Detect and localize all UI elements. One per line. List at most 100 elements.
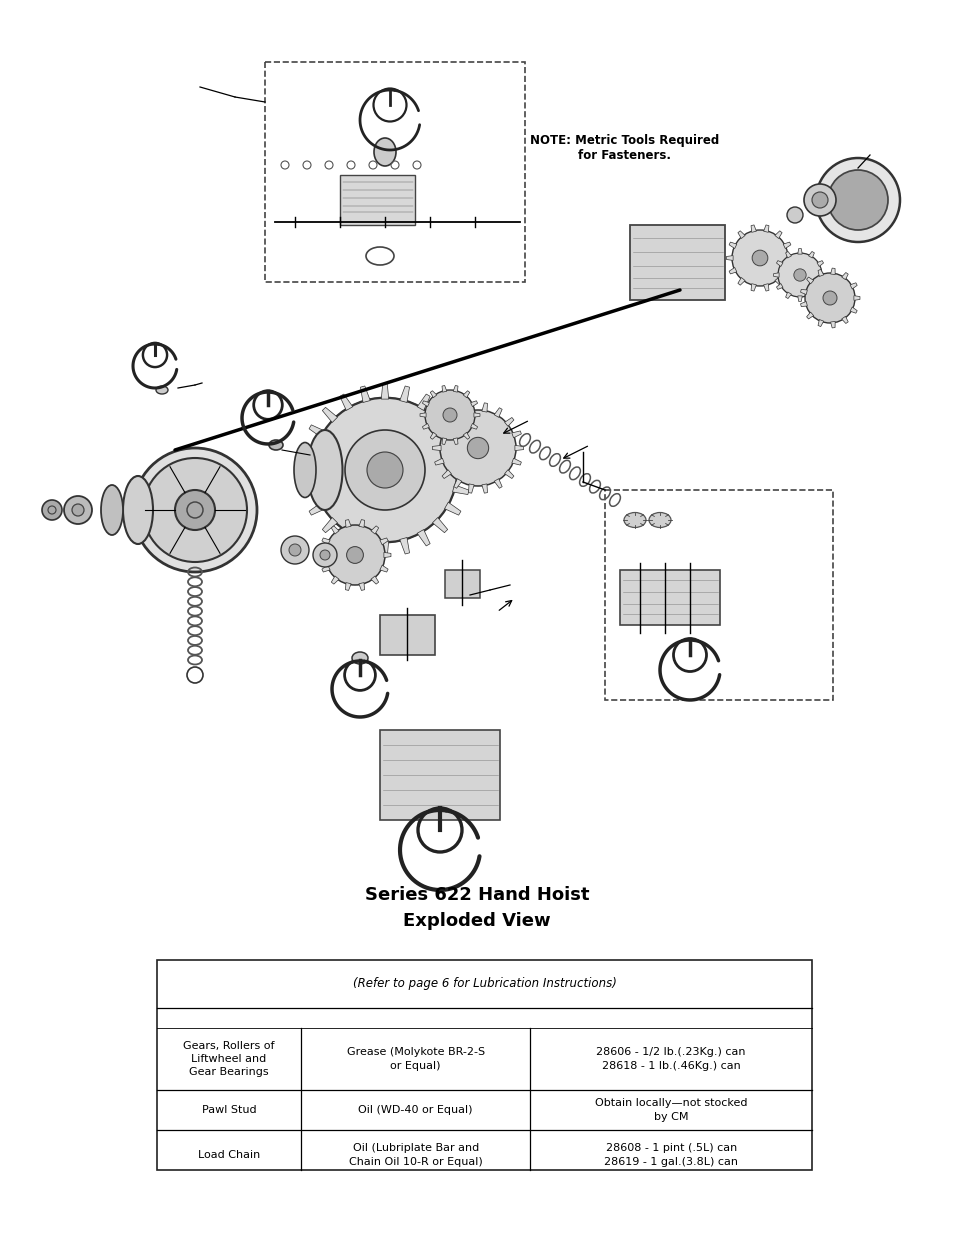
- Polygon shape: [301, 485, 317, 494]
- Polygon shape: [817, 320, 822, 326]
- Polygon shape: [808, 252, 814, 258]
- Polygon shape: [762, 225, 768, 232]
- Polygon shape: [371, 576, 378, 584]
- Bar: [444, 571, 479, 598]
- Circle shape: [319, 550, 330, 559]
- Polygon shape: [830, 268, 834, 274]
- Polygon shape: [441, 417, 451, 426]
- Polygon shape: [773, 273, 779, 277]
- Polygon shape: [785, 291, 791, 299]
- Polygon shape: [494, 408, 501, 417]
- Circle shape: [48, 506, 56, 514]
- Polygon shape: [463, 432, 469, 440]
- Polygon shape: [432, 517, 447, 532]
- Polygon shape: [774, 278, 781, 285]
- Polygon shape: [322, 517, 337, 532]
- Polygon shape: [345, 520, 351, 527]
- Polygon shape: [728, 242, 736, 248]
- Polygon shape: [841, 273, 847, 279]
- Ellipse shape: [123, 475, 152, 543]
- Bar: [265, 62, 524, 282]
- Polygon shape: [430, 432, 436, 440]
- Polygon shape: [849, 283, 857, 289]
- Bar: [604, 490, 832, 700]
- Polygon shape: [454, 479, 461, 488]
- Polygon shape: [301, 446, 317, 456]
- Polygon shape: [358, 583, 364, 590]
- Circle shape: [174, 490, 214, 530]
- Circle shape: [313, 543, 336, 567]
- Polygon shape: [816, 284, 822, 289]
- Polygon shape: [774, 231, 781, 238]
- Bar: [339, 175, 415, 225]
- Bar: [619, 571, 720, 625]
- Polygon shape: [298, 467, 314, 474]
- Polygon shape: [470, 401, 477, 406]
- Polygon shape: [322, 408, 337, 422]
- Polygon shape: [782, 268, 790, 274]
- Circle shape: [313, 398, 456, 542]
- Circle shape: [804, 273, 854, 324]
- Text: Pawl Stud: Pawl Stud: [201, 1105, 256, 1115]
- Polygon shape: [728, 268, 736, 274]
- Polygon shape: [444, 503, 460, 515]
- Polygon shape: [725, 256, 732, 261]
- Polygon shape: [776, 261, 782, 267]
- Polygon shape: [737, 278, 744, 285]
- Polygon shape: [452, 446, 469, 456]
- Ellipse shape: [648, 513, 670, 527]
- Polygon shape: [360, 537, 370, 555]
- Polygon shape: [481, 484, 487, 493]
- Polygon shape: [481, 403, 487, 412]
- Polygon shape: [432, 408, 447, 422]
- Ellipse shape: [294, 442, 315, 498]
- Text: Oil (Lubriplate Bar and
Chain Oil 10-R or Equal): Oil (Lubriplate Bar and Chain Oil 10-R o…: [349, 1144, 482, 1167]
- Circle shape: [811, 191, 827, 207]
- Circle shape: [778, 253, 821, 296]
- Polygon shape: [750, 284, 756, 291]
- Polygon shape: [371, 526, 378, 534]
- Ellipse shape: [623, 513, 645, 527]
- Polygon shape: [360, 387, 370, 403]
- Polygon shape: [797, 296, 801, 301]
- Polygon shape: [820, 273, 825, 277]
- Polygon shape: [331, 526, 338, 534]
- Text: (Refer to page 6 for Lubrication Instructions): (Refer to page 6 for Lubrication Instruc…: [353, 977, 616, 990]
- Polygon shape: [358, 520, 364, 527]
- Polygon shape: [511, 458, 521, 466]
- Polygon shape: [494, 479, 501, 488]
- Circle shape: [731, 230, 787, 287]
- Text: Series 622 Hand Hoist: Series 622 Hand Hoist: [364, 885, 589, 904]
- Polygon shape: [800, 301, 806, 306]
- Polygon shape: [419, 412, 426, 417]
- Polygon shape: [331, 576, 338, 584]
- Polygon shape: [474, 412, 479, 417]
- Polygon shape: [806, 312, 813, 319]
- Polygon shape: [339, 530, 353, 546]
- Circle shape: [793, 269, 805, 282]
- Polygon shape: [399, 387, 409, 403]
- Circle shape: [365, 450, 405, 490]
- Ellipse shape: [101, 485, 123, 535]
- Circle shape: [442, 408, 456, 422]
- Polygon shape: [441, 469, 451, 478]
- Polygon shape: [470, 424, 477, 430]
- Polygon shape: [435, 458, 444, 466]
- Polygon shape: [468, 403, 474, 412]
- Bar: [157, 960, 811, 1170]
- Polygon shape: [515, 446, 523, 451]
- Polygon shape: [321, 538, 330, 545]
- Polygon shape: [379, 566, 388, 572]
- Polygon shape: [454, 408, 461, 417]
- Polygon shape: [379, 538, 388, 545]
- Polygon shape: [309, 503, 325, 515]
- Circle shape: [439, 410, 516, 487]
- Text: Grease (Molykote BR-2-S
or Equal): Grease (Molykote BR-2-S or Equal): [346, 1047, 484, 1071]
- Polygon shape: [452, 485, 469, 494]
- Polygon shape: [339, 394, 353, 410]
- Circle shape: [364, 450, 405, 490]
- Polygon shape: [381, 541, 388, 557]
- Text: 28606 - 1/2 lb.(.23Kg.) can
28618 - 1 lb.(.46Kg.) can: 28606 - 1/2 lb.(.23Kg.) can 28618 - 1 lb…: [596, 1047, 745, 1071]
- Polygon shape: [441, 438, 446, 445]
- Polygon shape: [786, 256, 793, 261]
